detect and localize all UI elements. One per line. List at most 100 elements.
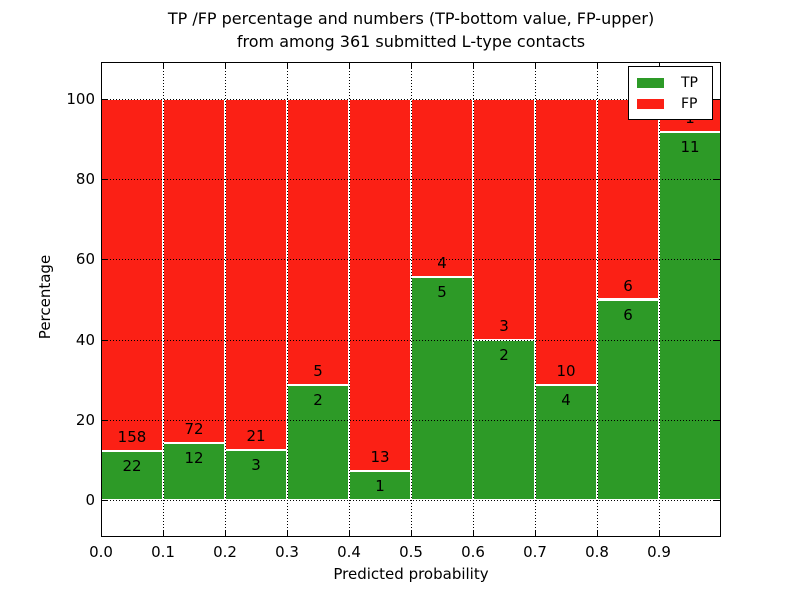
tp-count-label: 1 xyxy=(375,477,385,496)
x-tick-label: 0.3 xyxy=(275,543,299,561)
legend-swatch-fp xyxy=(637,98,664,109)
tp-count-label: 22 xyxy=(122,457,142,476)
y-tick-mark-right xyxy=(714,500,720,501)
bar-segment-tp xyxy=(287,385,349,501)
fp-count-label: 158 xyxy=(117,428,147,447)
fp-count-label: 10 xyxy=(556,362,576,381)
x-tick-mark-top xyxy=(473,63,474,69)
bar-segment-tp xyxy=(535,385,597,501)
fp-count-label: 6 xyxy=(623,276,633,295)
x-tick-mark-bottom xyxy=(473,530,474,536)
y-tick-mark-left xyxy=(102,340,108,341)
chart-title-line2: from among 361 submitted L-type contacts xyxy=(236,32,586,51)
x-tick-label: 0.2 xyxy=(213,543,237,561)
legend-entry: FP xyxy=(637,93,706,114)
bar-segment-fp xyxy=(349,98,411,472)
gridline-vertical xyxy=(287,62,288,537)
x-tick-mark-bottom xyxy=(659,530,660,536)
y-tick-mark-left xyxy=(102,259,108,260)
y-tick-label: 0 xyxy=(85,491,95,509)
tp-count-label: 5 xyxy=(437,283,447,302)
x-tick-mark-top xyxy=(535,63,536,69)
x-tick-label: 0.1 xyxy=(151,543,175,561)
bar-segment-tp xyxy=(101,451,163,501)
gridline-vertical xyxy=(659,62,660,537)
y-tick-label: 60 xyxy=(75,250,95,268)
gridline-vertical xyxy=(473,62,474,537)
x-tick-label: 0.4 xyxy=(337,543,361,561)
x-tick-mark-top xyxy=(287,63,288,69)
y-tick-mark-right xyxy=(714,179,720,180)
legend-label: FP xyxy=(681,95,698,112)
x-tick-label: 0.9 xyxy=(647,543,671,561)
y-tick-mark-right xyxy=(714,99,720,100)
y-tick-label: 40 xyxy=(75,331,95,349)
bar-segment-tp xyxy=(225,449,287,501)
fp-count-label: 3 xyxy=(499,316,509,335)
y-tick-mark-left xyxy=(102,99,108,100)
bar-segment-tp xyxy=(597,299,659,501)
x-tick-mark-bottom xyxy=(101,530,102,536)
gridline-horizontal xyxy=(101,420,721,421)
x-tick-label: 0.0 xyxy=(89,543,113,561)
gridline-vertical xyxy=(349,62,350,537)
gridline-vertical xyxy=(597,62,598,537)
gridline-vertical xyxy=(225,62,226,537)
y-tick-label: 100 xyxy=(66,90,95,108)
y-tick-mark-right xyxy=(714,259,720,260)
y-tick-label: 80 xyxy=(75,170,95,188)
x-tick-mark-top xyxy=(101,63,102,69)
x-tick-mark-top xyxy=(225,63,226,69)
bar-segment-fp xyxy=(101,98,163,452)
tp-count-label: 2 xyxy=(499,345,509,364)
bar-segment-fp xyxy=(473,98,535,340)
bar-segment-fp xyxy=(597,98,659,300)
fp-count-label: 4 xyxy=(437,254,447,273)
bar-segment-fp xyxy=(535,98,597,386)
x-tick-mark-top xyxy=(597,63,598,69)
bar-segment-tp xyxy=(163,442,225,501)
x-tick-mark-top xyxy=(411,63,412,69)
y-tick-mark-left xyxy=(102,500,108,501)
chart-title-line1: TP /FP percentage and numbers (TP-bottom… xyxy=(167,9,655,28)
gridline-horizontal xyxy=(101,340,721,341)
x-tick-mark-bottom xyxy=(597,530,598,536)
x-tick-mark-bottom xyxy=(163,530,164,536)
x-tick-label: 0.8 xyxy=(585,543,609,561)
x-tick-mark-bottom xyxy=(349,530,350,536)
x-tick-mark-top xyxy=(349,63,350,69)
bar-segment-fp xyxy=(411,98,473,278)
x-tick-label: 0.5 xyxy=(399,543,423,561)
x-tick-mark-bottom xyxy=(411,530,412,536)
y-tick-label: 20 xyxy=(75,411,95,429)
x-tick-mark-bottom xyxy=(287,530,288,536)
y-tick-mark-left xyxy=(102,179,108,180)
y-tick-mark-right xyxy=(714,340,720,341)
bar-segment-tp xyxy=(659,132,721,501)
x-tick-mark-bottom xyxy=(535,530,536,536)
gridline-horizontal xyxy=(101,179,721,180)
x-axis-label: Predicted probability xyxy=(333,565,489,583)
legend-label: TP xyxy=(681,74,698,91)
gridline-vertical xyxy=(411,62,412,537)
gridline-vertical xyxy=(163,62,164,537)
x-tick-label: 0.7 xyxy=(523,543,547,561)
gridline-horizontal xyxy=(101,99,721,100)
x-tick-label: 0.6 xyxy=(461,543,485,561)
legend-entry: TP xyxy=(637,72,706,93)
legend: TP FP xyxy=(628,66,713,120)
y-tick-mark-left xyxy=(102,420,108,421)
gridline-vertical xyxy=(535,62,536,537)
bar-segment-fp xyxy=(287,98,349,386)
tp-count-label: 12 xyxy=(184,448,204,467)
bar-segment-tp xyxy=(411,277,473,501)
bar-segment-fp xyxy=(163,98,225,443)
x-tick-mark-top xyxy=(163,63,164,69)
bar-segment-tp xyxy=(349,471,411,501)
legend-swatch-tp xyxy=(637,77,664,88)
gridline-horizontal xyxy=(101,500,721,501)
fp-count-label: 21 xyxy=(246,426,266,445)
tp-count-label: 6 xyxy=(623,305,633,324)
bar-segment-fp xyxy=(225,98,287,450)
